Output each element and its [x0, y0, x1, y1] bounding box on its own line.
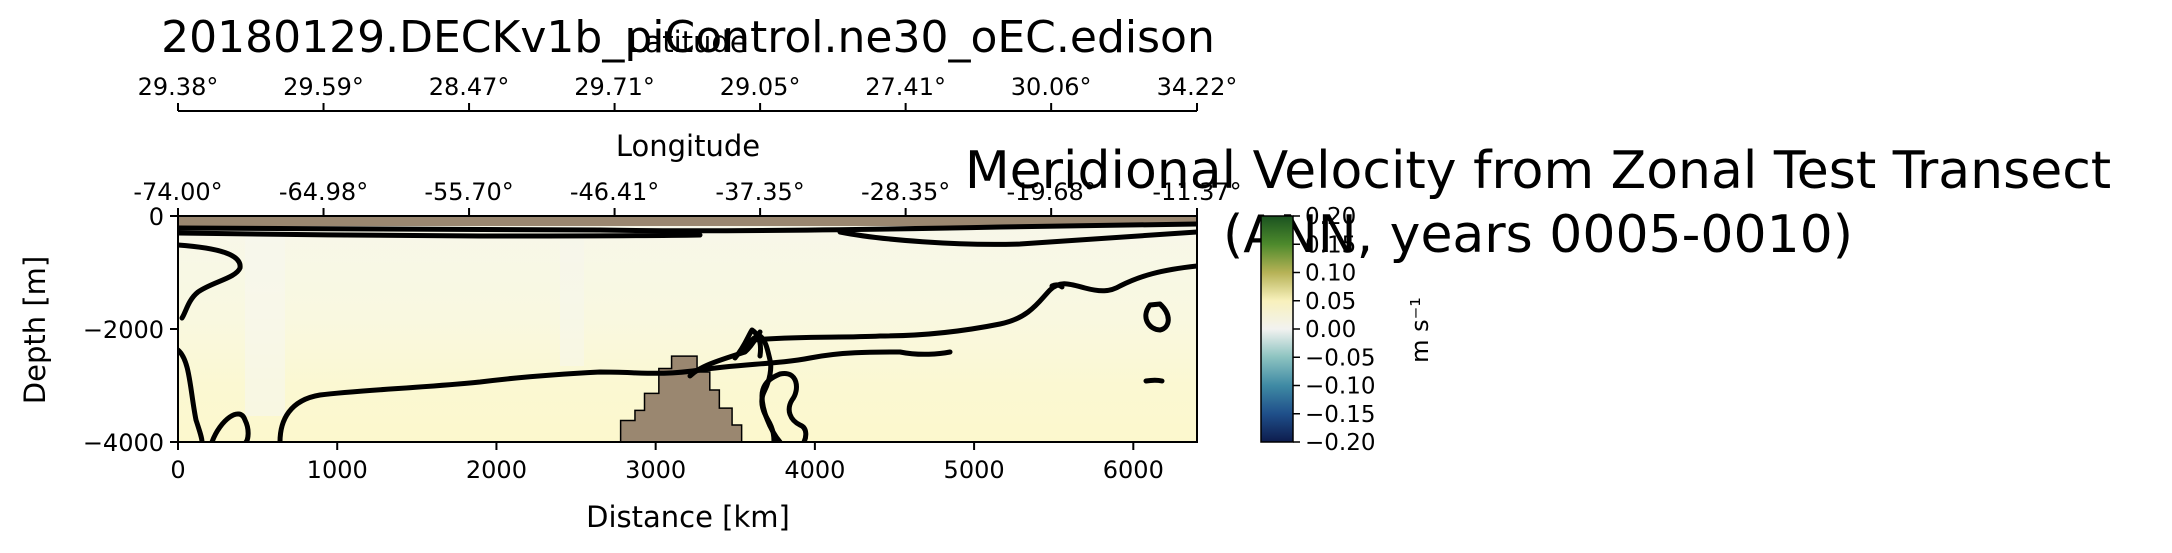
field-column-light	[245, 226, 285, 416]
longitude-axis-label: Longitude	[616, 129, 760, 163]
latitude-tick-label: 28.47°	[429, 73, 510, 101]
latitude-tick-label: 29.05°	[720, 73, 801, 101]
longitude-tick-label: -19.68°	[1006, 178, 1095, 206]
x-axis-label: Distance [km]	[586, 500, 790, 534]
longitude-ticks: -74.00° -64.98° -55.70° -46.41° -37.35° -28.3…	[133, 178, 1242, 216]
colorbar: 0.200.15 0.100.050.00−0.05 −0.10−0.15−0.20…	[1260, 204, 1434, 456]
contour-line	[277, 349, 953, 442]
chart-title-line1: Meridional Velocity from Zonal Test Tran…	[965, 141, 2111, 201]
latitude-tick-label: 30.06°	[1011, 73, 1092, 101]
zero-contours	[178, 221, 1197, 442]
contour-line	[209, 411, 251, 442]
chart-title-line2: (ANN, years 0005-0010)	[1223, 205, 1853, 265]
colorbar-tick-label: −0.20	[1305, 430, 1375, 456]
surface-land-strip	[178, 216, 1197, 226]
contour-line	[178, 242, 243, 321]
contour-line	[1143, 377, 1165, 384]
y-tick-label: −2000	[83, 316, 164, 344]
longitude-tick-label: -46.41°	[570, 178, 659, 206]
y-tick-label: −4000	[83, 429, 164, 457]
x-tick-label: 6000	[1103, 456, 1164, 484]
contour-line	[1049, 282, 1065, 290]
colorbar-tick-label: 0.10	[1305, 261, 1356, 287]
plot-area: 0 1000 2000 3000 4000 5000 6000 0 −2000 −4000	[83, 203, 1198, 484]
colorbar-tick-label: −0.10	[1305, 374, 1375, 400]
x-tick-label: 4000	[784, 456, 845, 484]
contour-line	[741, 333, 777, 442]
y-tick-label: 0	[149, 203, 164, 231]
contour-line	[732, 327, 763, 361]
field-column-light	[560, 226, 584, 366]
longitude-tick-label: -28.35°	[861, 178, 950, 206]
contour-line	[1143, 301, 1171, 333]
latitude-tick-label: 29.38°	[138, 73, 219, 101]
longitude-tick-label: -55.70°	[424, 178, 513, 206]
longitude-tick-label: -64.98°	[279, 178, 368, 206]
latitude-axis: Latitude 29.38° 29.59° 28.47° 29.71° 29.05° 2…	[138, 25, 1238, 112]
chart-title: Meridional Velocity from Zonal Test Tran…	[965, 141, 2111, 265]
longitude-axis: Longitude -74.00° -64.98° -55.70° -46.41° -3…	[133, 129, 1242, 216]
contour-line	[178, 347, 205, 442]
colorbar-ticks: 0.200.15 0.100.050.00−0.05 −0.10−0.15−0.20	[1293, 204, 1375, 456]
x-tick-label: 3000	[625, 456, 686, 484]
x-tick-label: 5000	[944, 456, 1005, 484]
latitude-tick-label: 34.22°	[1157, 73, 1238, 101]
contour-line	[837, 229, 1197, 247]
bathymetry	[619, 355, 743, 442]
x-ticks: 0 1000 2000 3000 4000 5000 6000	[170, 442, 1164, 484]
colorbar-tick-label: 0.15	[1305, 232, 1356, 258]
longitude-tick-label: -37.35°	[715, 178, 804, 206]
contour-line	[178, 221, 1197, 234]
latitude-axis-label: Latitude	[628, 25, 747, 59]
latitude-tick-label: 29.71°	[574, 73, 655, 101]
colorbar-tick-label: 0.05	[1305, 289, 1356, 315]
latitude-ticks: 29.38° 29.59° 28.47° 29.71° 29.05° 27.41° 30.0…	[138, 73, 1238, 111]
colorbar-tick-label: 0.00	[1305, 317, 1356, 343]
latitude-tick-label: 29.59°	[283, 73, 364, 101]
contour-line	[749, 263, 1197, 343]
y-ticks: 0 −2000 −4000	[83, 203, 178, 457]
x-tick-label: 1000	[307, 456, 368, 484]
x-tick-label: 0	[170, 456, 185, 484]
colorbar-gradient	[1260, 215, 1294, 443]
suptitle: 20180129.DECKv1b_piControl.ne30_oEC.edis…	[161, 12, 1215, 63]
contour-line	[178, 230, 703, 239]
colorbar-tick-label: −0.15	[1305, 402, 1375, 428]
x-tick-label: 2000	[466, 456, 527, 484]
colorbar-label: m s⁻¹	[1406, 297, 1434, 363]
longitude-tick-label: -74.00°	[133, 178, 222, 206]
colorbar-tick-label: −0.05	[1305, 345, 1375, 371]
latitude-tick-label: 27.41°	[865, 73, 946, 101]
longitude-tick-label: -11.37°	[1152, 178, 1241, 206]
colorbar-tick-label: 0.20	[1305, 204, 1356, 230]
y-axis-label: Depth [m]	[18, 256, 52, 404]
